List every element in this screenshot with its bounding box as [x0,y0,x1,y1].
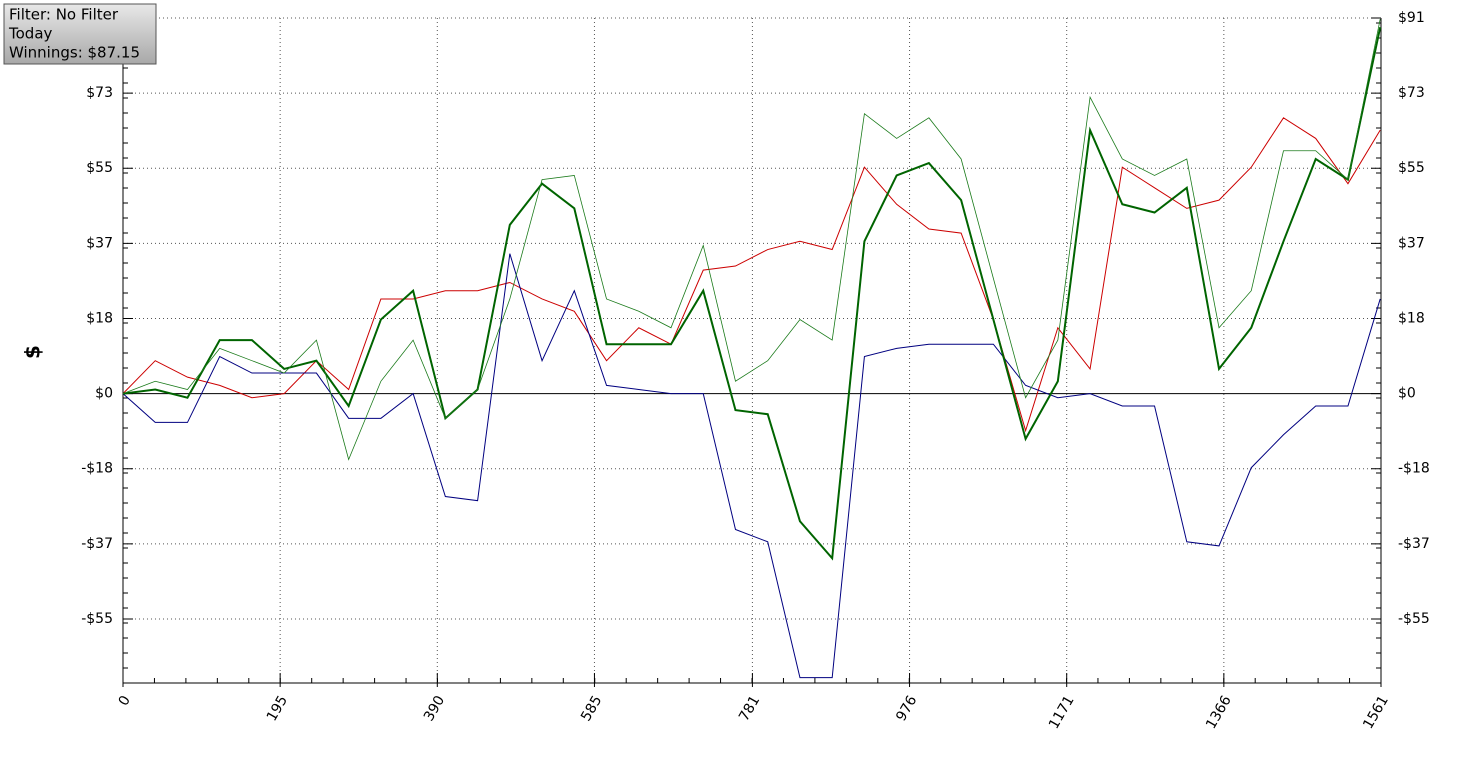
y-axis-label: $ [21,345,45,359]
y-tick-label: -$18 [1398,461,1430,477]
y-tick-label: $73 [86,85,113,101]
info-text: Filter: No Filter [9,6,119,24]
series-line [122,18,1381,461]
y-tick-label: $37 [86,235,113,251]
info-text: Winnings: $87.15 [9,44,140,62]
x-tick-label: 1561 [1360,693,1392,732]
y-tick-label: -$37 [81,536,113,552]
x-tick-label: 390 [421,693,448,724]
x-tick-label: 976 [893,693,920,724]
y-tick-label: $73 [1398,85,1425,101]
x-tick-label: 0 [116,693,134,709]
y-tick-label: $91 [1398,10,1425,26]
series-line [122,27,1382,561]
series-line [122,117,1381,433]
info-box [3,3,157,65]
y-tick-label: -$55 [1398,611,1430,627]
x-tick-label: 585 [578,693,605,724]
x-tick-label: 1366 [1203,693,1235,732]
y-tick-label: -$55 [81,611,113,627]
y-tick-label: -$18 [81,461,113,477]
x-tick-label: 195 [264,693,291,724]
y-tick-label: $37 [1398,235,1425,251]
y-tick-label: $55 [86,160,113,176]
y-tick-label: $0 [95,386,113,402]
info-text: Today [8,25,53,43]
y-tick-label: $0 [1398,386,1416,402]
series-line [122,253,1381,679]
y-tick-label: $18 [1398,310,1425,326]
x-tick-label: 1171 [1046,693,1078,732]
x-tick-label: 781 [736,693,763,724]
y-tick-label: -$37 [1398,536,1430,552]
y-tick-label: $18 [86,310,113,326]
y-tick-label: $55 [1398,160,1425,176]
